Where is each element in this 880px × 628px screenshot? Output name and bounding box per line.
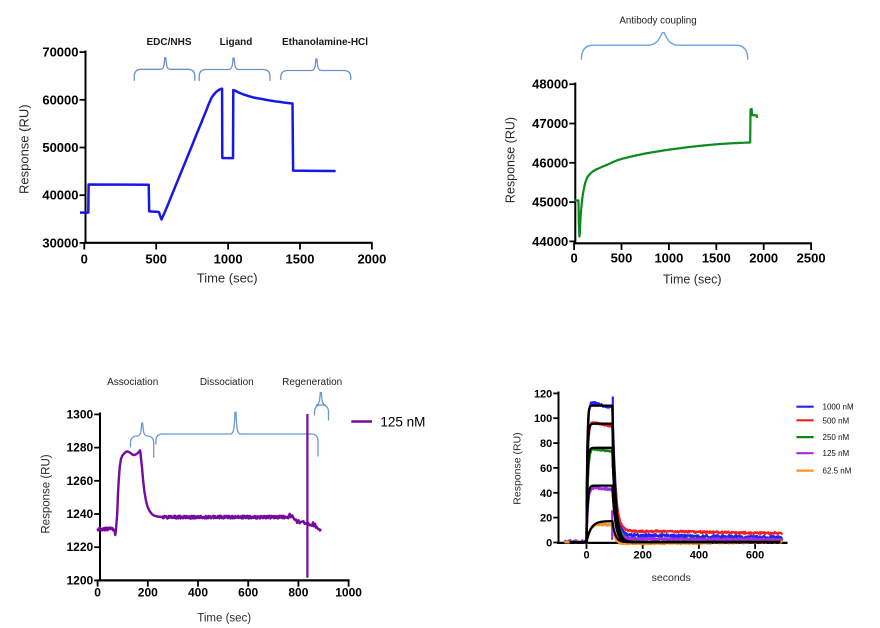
svg-text:62.5 nM: 62.5 nM (823, 467, 852, 476)
svg-text:48000: 48000 (532, 77, 568, 92)
svg-text:46000: 46000 (532, 155, 568, 170)
svg-text:1500: 1500 (286, 252, 315, 267)
svg-text:1280: 1280 (66, 441, 93, 455)
svg-text:200: 200 (634, 550, 652, 562)
svg-text:30000: 30000 (42, 235, 78, 250)
svg-text:800: 800 (288, 586, 308, 600)
svg-text:500 nM: 500 nM (823, 416, 850, 425)
svg-text:47000: 47000 (532, 116, 568, 131)
svg-text:500: 500 (611, 251, 633, 266)
svg-text:50000: 50000 (42, 140, 78, 155)
svg-text:0: 0 (583, 550, 589, 562)
svg-text:Ligand: Ligand (220, 37, 253, 48)
svg-text:2000: 2000 (749, 251, 778, 266)
svg-text:125 nM: 125 nM (380, 414, 425, 429)
svg-text:2000: 2000 (357, 252, 386, 267)
svg-text:Response (RU): Response (RU) (512, 432, 524, 504)
svg-text:20: 20 (540, 513, 552, 525)
svg-text:500: 500 (145, 252, 167, 267)
svg-text:70000: 70000 (42, 45, 78, 60)
svg-text:0: 0 (570, 251, 577, 266)
svg-text:200: 200 (138, 586, 158, 600)
svg-text:120: 120 (534, 388, 552, 400)
svg-text:2500: 2500 (797, 251, 826, 266)
svg-text:Regeneration: Regeneration (282, 377, 342, 388)
svg-text:1300: 1300 (66, 407, 93, 421)
svg-text:1200: 1200 (66, 573, 93, 587)
svg-text:Ethanolamine-HCl: Ethanolamine-HCl (282, 37, 368, 48)
svg-text:Time (sec): Time (sec) (197, 270, 258, 285)
svg-text:125 nM: 125 nM (823, 449, 850, 458)
svg-text:Response (RU): Response (RU) (504, 117, 518, 203)
svg-text:40000: 40000 (42, 188, 78, 203)
svg-text:600: 600 (746, 550, 764, 562)
svg-text:seconds: seconds (652, 572, 691, 584)
svg-text:1000: 1000 (654, 251, 683, 266)
svg-text:40: 40 (540, 488, 552, 500)
svg-text:60000: 60000 (42, 92, 78, 107)
svg-text:250 nM: 250 nM (823, 433, 850, 442)
svg-text:0: 0 (81, 252, 88, 267)
svg-text:EDC/NHS: EDC/NHS (146, 37, 191, 48)
svg-text:Response (RU): Response (RU) (17, 104, 32, 194)
svg-text:1000: 1000 (214, 252, 243, 267)
svg-text:1220: 1220 (66, 540, 93, 554)
svg-text:1000 nM: 1000 nM (823, 403, 854, 412)
svg-text:1240: 1240 (66, 507, 93, 521)
svg-text:60: 60 (540, 463, 552, 475)
svg-text:Dissociation: Dissociation (200, 377, 254, 388)
svg-text:45000: 45000 (532, 195, 568, 210)
svg-text:0: 0 (94, 586, 101, 600)
svg-text:Time (sec): Time (sec) (663, 273, 722, 287)
svg-text:600: 600 (238, 586, 258, 600)
svg-text:1000: 1000 (335, 586, 362, 600)
svg-text:80: 80 (540, 438, 552, 450)
svg-text:Association: Association (107, 377, 158, 388)
svg-text:Antibody coupling: Antibody coupling (619, 16, 696, 27)
svg-text:1500: 1500 (702, 251, 731, 266)
svg-text:400: 400 (188, 586, 208, 600)
svg-text:Time (sec): Time (sec) (197, 613, 251, 625)
svg-text:1260: 1260 (66, 474, 93, 488)
svg-text:100: 100 (534, 413, 552, 425)
svg-text:0: 0 (546, 538, 552, 550)
svg-text:44000: 44000 (532, 234, 568, 249)
svg-text:Response (RU): Response (RU) (41, 454, 53, 533)
svg-text:400: 400 (690, 550, 708, 562)
